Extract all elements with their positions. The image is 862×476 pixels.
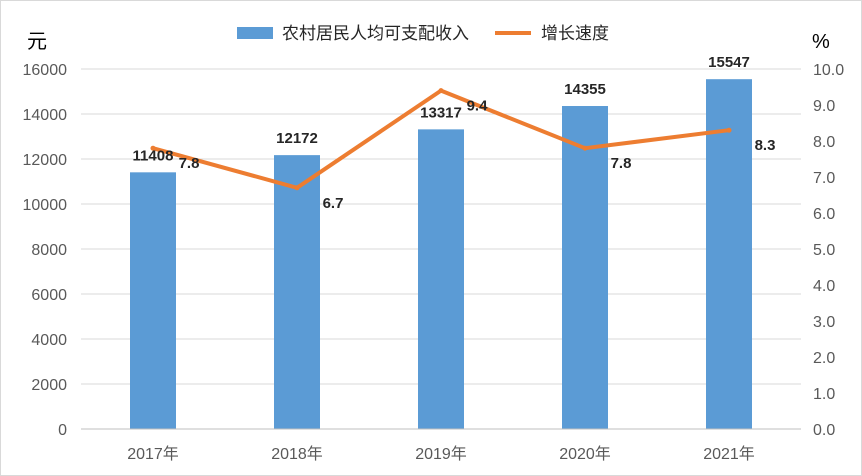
- bar-value-label: 15547: [708, 54, 750, 71]
- x-tick-label: 2018年: [271, 445, 323, 463]
- y-right-tick-label: 8.0: [813, 134, 835, 151]
- line-value-label: 6.7: [323, 195, 344, 212]
- bar: [274, 155, 320, 429]
- bars: [130, 79, 752, 429]
- growth-line: [150, 88, 732, 191]
- legend-swatch-bar: [237, 27, 273, 39]
- y-left-tick-label: 14000: [23, 107, 68, 124]
- y-left-tick-label: 8000: [31, 242, 67, 259]
- legend: 农村居民人均可支配收入 增长速度: [237, 24, 609, 43]
- y-left-tick-label: 6000: [31, 287, 67, 304]
- y-right-tick-label: 9.0: [813, 98, 835, 115]
- bar-value-label: 14355: [564, 81, 606, 98]
- line-point: [294, 185, 300, 191]
- line-value-label: 9.4: [467, 98, 489, 115]
- y-right-tick-label: 0.0: [813, 422, 835, 439]
- line-value-label: 7.8: [179, 155, 200, 172]
- bar: [562, 106, 608, 429]
- data-labels: 11408 12172 13317 14355 15547 7.8 6.7 9.4 7.8 8.3: [133, 54, 776, 212]
- bar: [418, 129, 464, 429]
- y-right-tick-label: 4.0: [813, 278, 835, 295]
- legend-label-income: 农村居民人均可支配收入: [282, 24, 469, 43]
- x-tick-label: 2017年: [127, 445, 179, 463]
- line-point: [438, 88, 444, 94]
- y-left-tick-label: 4000: [31, 332, 67, 349]
- right-unit-label: %: [812, 31, 830, 53]
- y-right-tick-label: 6.0: [813, 206, 835, 223]
- legend-label-growth: 增长速度: [541, 24, 609, 43]
- y-left-tick-label: 16000: [23, 62, 68, 79]
- y-left-tick-label: 12000: [23, 152, 68, 169]
- x-tick-label: 2021年: [703, 445, 755, 463]
- y-right-tick-label: 5.0: [813, 242, 835, 259]
- y-left-tick-label: 0: [58, 422, 67, 439]
- bar-value-label: 13317: [420, 104, 462, 121]
- bar: [706, 79, 752, 429]
- left-unit-label: 元: [27, 31, 47, 53]
- line-point: [726, 127, 732, 133]
- bar-value-label: 12172: [276, 130, 318, 147]
- axes: 0 2000 4000 6000 8000 10000 12000 14000 16000 0.0…: [23, 62, 845, 463]
- y-right-tick-label: 1.0: [813, 386, 835, 403]
- line-value-label: 8.3: [755, 137, 776, 154]
- bar: [130, 172, 176, 429]
- y-right-tick-label: 7.0: [813, 170, 835, 187]
- y-right-tick-label: 10.0: [813, 62, 844, 79]
- line-value-label: 7.8: [611, 155, 632, 172]
- x-tick-label: 2019年: [415, 445, 467, 463]
- line-point: [582, 145, 588, 151]
- bar-value-label: 11408: [133, 147, 174, 164]
- y-right-tick-label: 3.0: [813, 314, 835, 331]
- y-left-tick-label: 2000: [31, 377, 67, 394]
- line-point: [150, 145, 156, 151]
- x-tick-label: 2020年: [559, 445, 611, 463]
- y-right-tick-label: 2.0: [813, 350, 835, 367]
- y-left-tick-label: 10000: [23, 197, 68, 214]
